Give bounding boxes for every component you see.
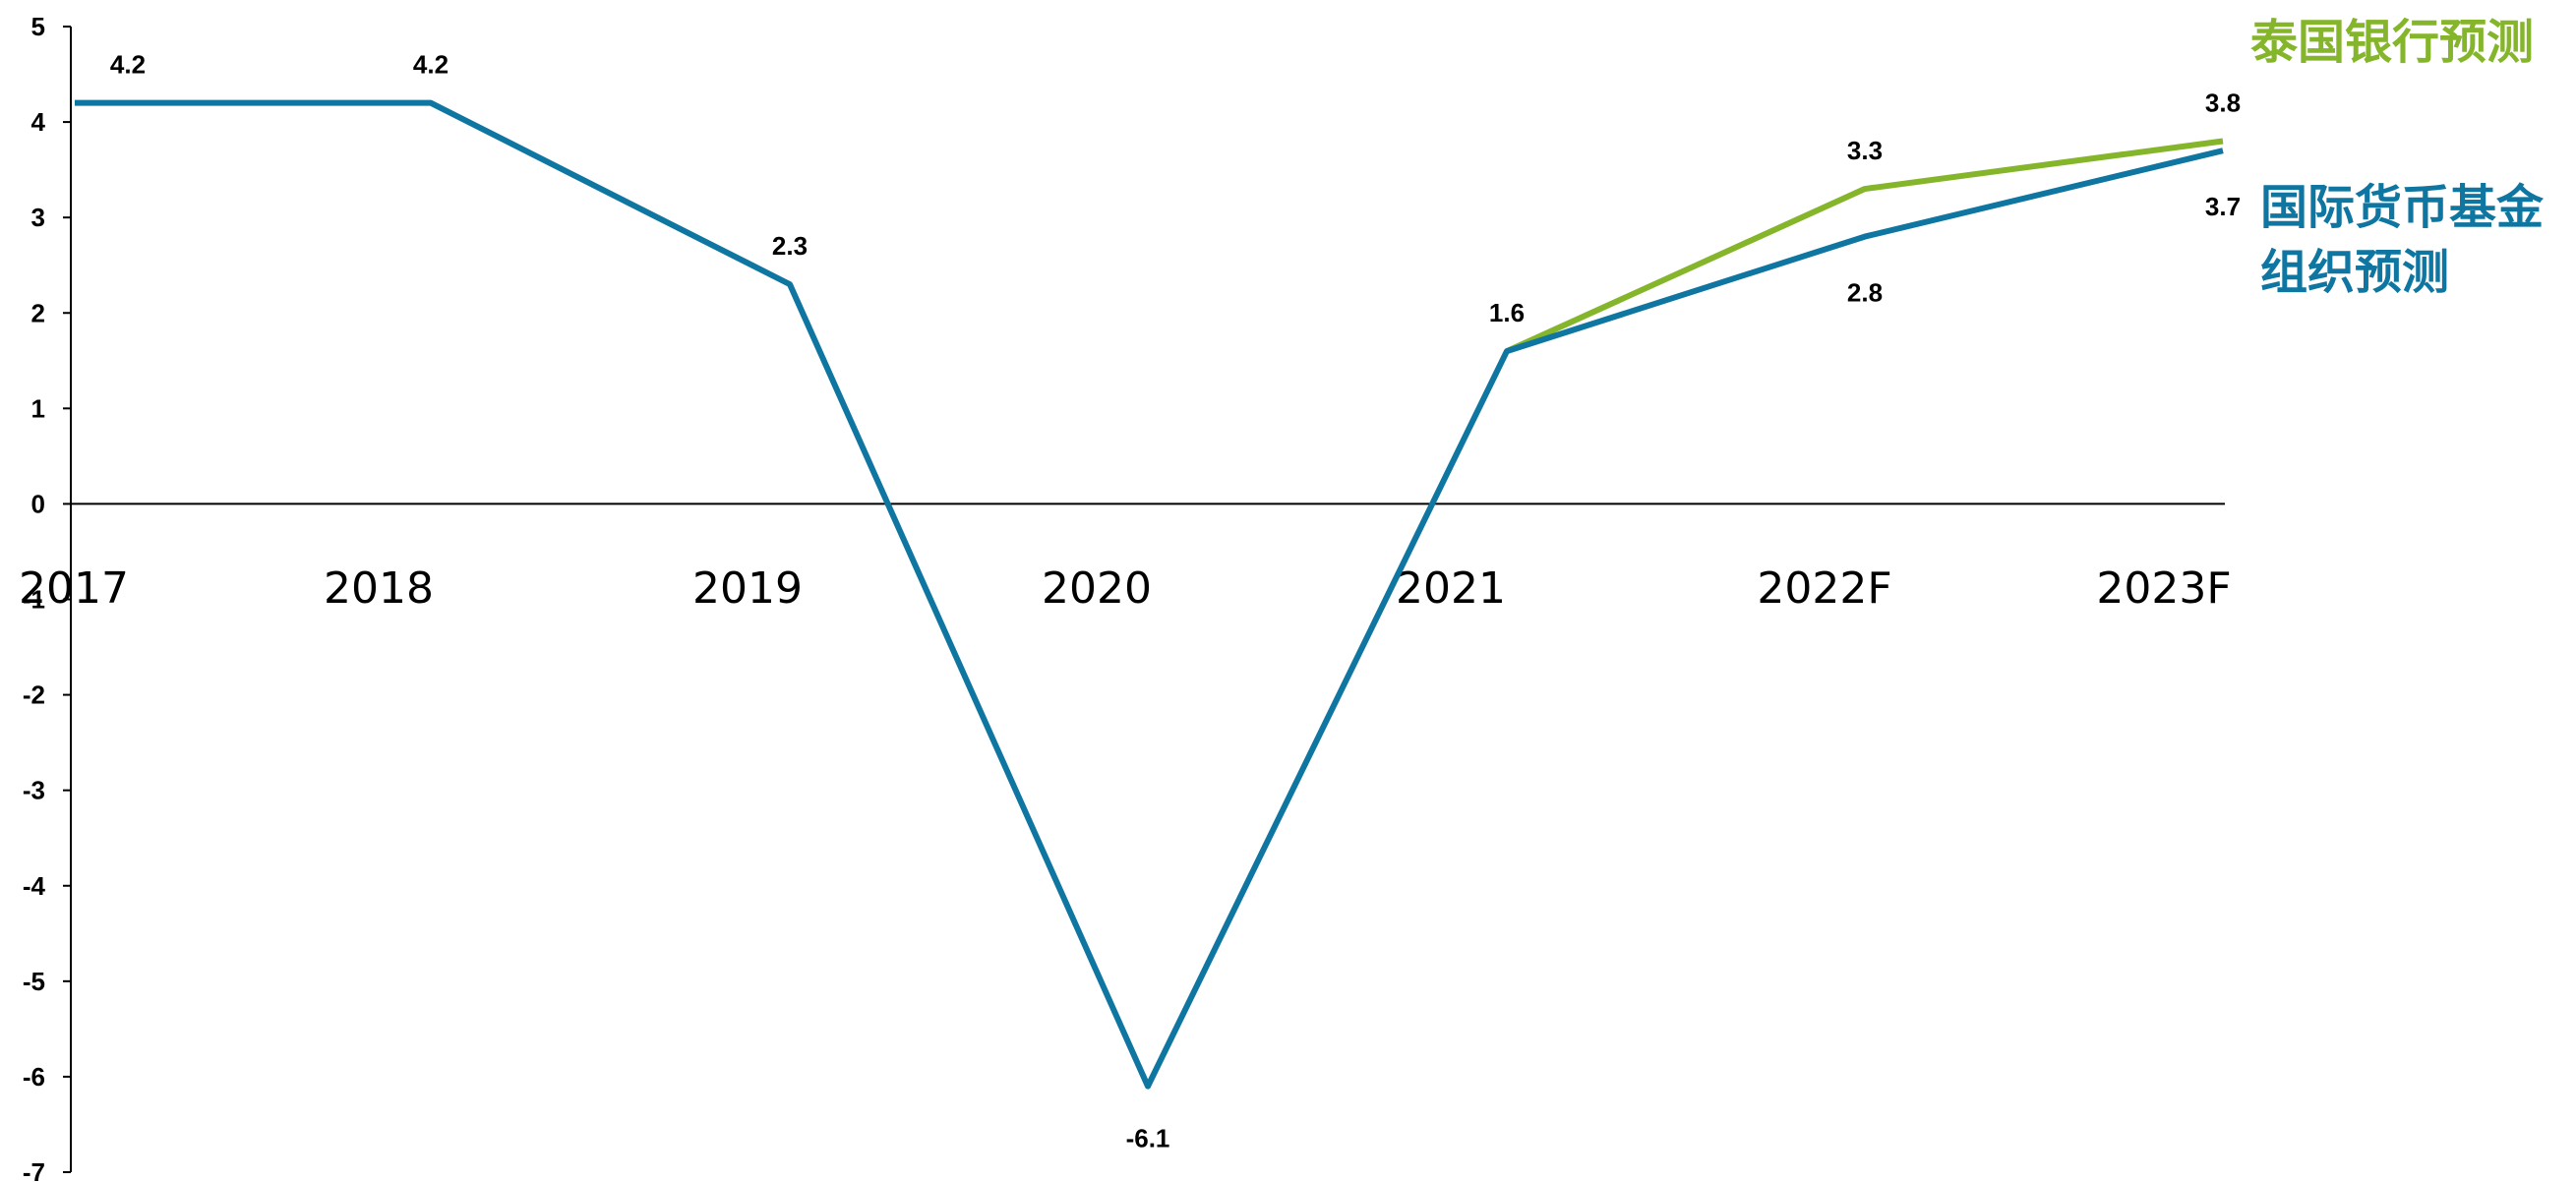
y-tick-label: -2 — [23, 680, 45, 710]
data-label: 4.2 — [413, 50, 449, 80]
series-line-bot — [1505, 138, 2224, 354]
data-label: 1.6 — [1489, 298, 1525, 327]
axes: 5 4 3 2 1 0 -1 -2 -3 -4 -5 -6 -7 — [23, 12, 2225, 1182]
legend-entry-bot: 泰国银行预测 — [2250, 15, 2534, 70]
legend-line: 国际货币基金 — [2260, 180, 2545, 235]
series-line-imf — [75, 99, 2224, 1090]
x-tick-labels: 2017 2018 2019 2020 2021 2022F 2023F — [19, 563, 2232, 614]
y-tick-label: -4 — [23, 871, 46, 901]
x-tick-label: 2018 — [324, 563, 434, 614]
y-tick-label: -7 — [23, 1157, 45, 1182]
data-label: 2.3 — [772, 231, 808, 261]
y-tick-label: 1 — [31, 393, 45, 423]
data-label: 3.8 — [2205, 89, 2241, 118]
x-tick-label: 2017 — [19, 563, 129, 614]
legend-line: 组织预测 — [2260, 245, 2449, 300]
data-label: 4.2 — [110, 50, 146, 80]
x-tick-label: 2022F — [1757, 563, 1891, 614]
data-label: 3.7 — [2205, 192, 2241, 221]
y-tick-label: 0 — [31, 489, 45, 518]
y-tick-label: 3 — [31, 203, 45, 232]
y-tick-label: -5 — [23, 967, 45, 996]
data-label: 2.8 — [1847, 278, 1883, 308]
x-tick-label: 2023F — [2096, 563, 2231, 614]
y-tick-label: -6 — [23, 1062, 45, 1092]
legend-entry-imf: 国际货币基金组织预测 — [2260, 180, 2545, 300]
y-tick-label: 5 — [31, 12, 45, 41]
y-tick-label: 2 — [31, 298, 45, 327]
x-tick-label: 2020 — [1042, 563, 1152, 614]
data-label: 3.3 — [1847, 136, 1883, 165]
series-lines — [75, 99, 2224, 1090]
x-tick-label: 2019 — [692, 563, 803, 614]
legend-line: 泰国银行预测 — [2250, 15, 2534, 70]
y-tick-label: 4 — [31, 107, 46, 137]
data-labels: 4.2 4.2 2.3 -6.1 1.6 2.8 3.7 3.3 3.8 — [110, 50, 2241, 1153]
legend: 国际货币基金组织预测 泰国银行预测 — [2250, 15, 2545, 300]
x-tick-label: 2021 — [1396, 563, 1506, 614]
data-label: -6.1 — [1126, 1124, 1170, 1153]
y-tick-label: -3 — [23, 776, 45, 805]
y-tick-label: -1 — [23, 585, 45, 615]
